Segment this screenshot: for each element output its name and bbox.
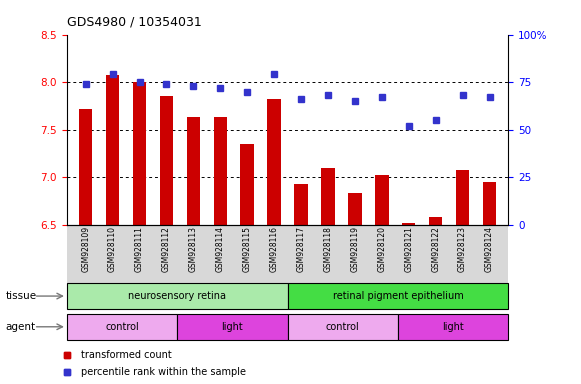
Text: agent: agent bbox=[6, 322, 36, 332]
Bar bbox=[321, 168, 335, 225]
Bar bbox=[241, 144, 254, 225]
Bar bbox=[67, 314, 177, 340]
Bar bbox=[288, 283, 508, 309]
Text: retinal pigment epithelium: retinal pigment epithelium bbox=[332, 291, 464, 301]
Text: GDS4980 / 10354031: GDS4980 / 10354031 bbox=[67, 16, 202, 29]
Bar bbox=[295, 184, 308, 225]
Bar bbox=[133, 82, 146, 225]
Bar bbox=[214, 117, 227, 225]
Bar bbox=[67, 283, 288, 309]
Text: percentile rank within the sample: percentile rank within the sample bbox=[81, 367, 246, 377]
Bar bbox=[348, 193, 361, 225]
Bar bbox=[187, 117, 200, 225]
Text: control: control bbox=[326, 322, 360, 332]
Bar bbox=[288, 314, 398, 340]
Bar bbox=[398, 314, 508, 340]
Text: neurosensory retina: neurosensory retina bbox=[128, 291, 226, 301]
Bar bbox=[375, 175, 389, 225]
Bar bbox=[429, 217, 442, 225]
Text: light: light bbox=[442, 322, 464, 332]
Text: light: light bbox=[221, 322, 243, 332]
Bar bbox=[483, 182, 496, 225]
Bar bbox=[267, 99, 281, 225]
Bar bbox=[79, 109, 92, 225]
Bar bbox=[177, 314, 288, 340]
Text: control: control bbox=[105, 322, 139, 332]
Bar bbox=[456, 170, 469, 225]
Bar bbox=[106, 75, 119, 225]
Bar bbox=[402, 223, 415, 225]
Bar bbox=[160, 96, 173, 225]
Text: tissue: tissue bbox=[6, 291, 37, 301]
Text: transformed count: transformed count bbox=[81, 350, 172, 360]
